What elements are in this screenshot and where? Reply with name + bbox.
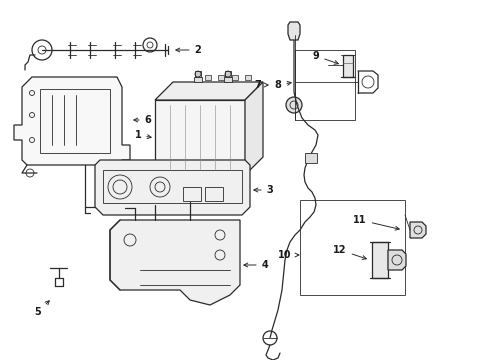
Text: 1: 1: [134, 130, 151, 140]
Text: 8: 8: [274, 80, 290, 90]
Text: 11: 11: [352, 215, 398, 230]
Bar: [224, 77, 231, 82]
Bar: [155, 100, 244, 175]
Polygon shape: [387, 250, 405, 270]
Bar: [204, 187, 223, 201]
Text: 3: 3: [253, 185, 273, 195]
Text: 2: 2: [176, 45, 201, 55]
Polygon shape: [14, 77, 130, 165]
Bar: [224, 71, 230, 77]
Text: 6: 6: [134, 115, 151, 125]
Text: 4: 4: [244, 260, 268, 270]
Bar: [183, 187, 201, 201]
Text: 12: 12: [332, 245, 366, 260]
Bar: [294, 50, 354, 120]
Bar: [342, 55, 352, 77]
Bar: [371, 242, 387, 278]
Polygon shape: [244, 82, 263, 175]
Bar: [244, 75, 250, 80]
Text: 7: 7: [254, 80, 267, 90]
Polygon shape: [110, 220, 240, 305]
Text: 10: 10: [278, 250, 298, 260]
Bar: [204, 75, 210, 80]
Polygon shape: [155, 82, 263, 100]
Bar: [231, 75, 238, 80]
Bar: [305, 153, 316, 163]
Polygon shape: [409, 222, 425, 238]
Polygon shape: [287, 22, 299, 40]
Bar: [194, 77, 202, 82]
Circle shape: [285, 97, 302, 113]
Bar: [218, 75, 224, 80]
Bar: [299, 200, 404, 295]
Text: 9: 9: [312, 51, 338, 64]
Polygon shape: [95, 160, 249, 215]
Text: 5: 5: [35, 301, 49, 317]
Bar: [195, 71, 201, 77]
